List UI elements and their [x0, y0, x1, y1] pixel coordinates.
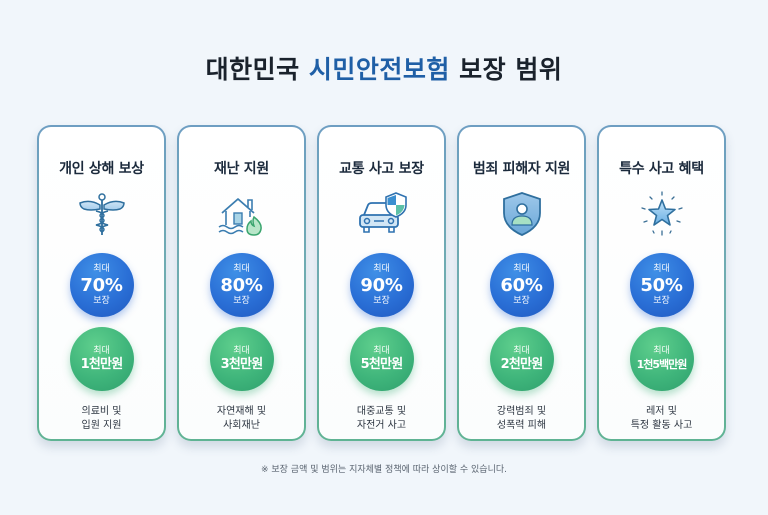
card-description: 강력범죄 및 성폭력 피해 — [496, 406, 547, 431]
title-prefix: 대한민국 — [205, 55, 309, 84]
rate-label-bottom: 보장 — [233, 295, 250, 306]
car-shield-icon — [354, 191, 410, 237]
card-description: 대중교통 및 자전거 사고 — [356, 406, 407, 431]
rate-label-top: 최대 — [373, 263, 390, 274]
amount-label: 최대 — [233, 345, 250, 356]
amount-value: 1천5백만원 — [636, 357, 688, 371]
card-title: 교통 사고 보장 — [339, 161, 424, 177]
amount-value: 3천만원 — [220, 356, 264, 372]
caduceus-icon — [74, 191, 130, 237]
coverage-amount-badge: 최대 2천만원 — [489, 327, 554, 391]
rate-label-bottom: 보장 — [93, 295, 110, 306]
card-title: 재난 지원 — [214, 161, 269, 177]
rate-value: 60% — [500, 274, 543, 296]
rate-label-bottom: 보장 — [373, 295, 390, 306]
rate-label-top: 최대 — [653, 263, 670, 274]
amount-value: 5천만원 — [360, 356, 404, 372]
amount-label: 최대 — [513, 345, 530, 356]
sparkle-star-icon — [634, 191, 690, 237]
rate-label-bottom: 보장 — [513, 295, 530, 306]
coverage-rate-badge: 최대 60% 보장 — [489, 253, 554, 317]
coverage-amount-badge: 최대 5천만원 — [349, 327, 414, 391]
card-description: 의료비 및 입원 지원 — [81, 406, 122, 431]
amount-label: 최대 — [653, 345, 670, 356]
rate-label-top: 최대 — [233, 263, 250, 274]
amount-value: 1천만원 — [80, 356, 124, 372]
coverage-rate-badge: 최대 90% 보장 — [349, 253, 414, 317]
footnote: ※ 보장 금액 및 범위는 지자체별 정책에 따라 상이할 수 있습니다. — [260, 465, 507, 475]
coverage-rate-badge: 최대 70% 보장 — [69, 253, 134, 317]
title-highlight: 시민안전보험 — [308, 55, 450, 84]
rate-value: 90% — [360, 274, 403, 296]
card-special-accident: 특수 사고 혜택 — [597, 125, 726, 441]
amount-label: 최대 — [373, 345, 390, 356]
coverage-rate-badge: 최대 80% 보장 — [209, 253, 274, 317]
card-crime-victim: 범죄 피해자 지원 최대 60% 보장 최대 2천만원 강력범죄 및 성폭력 피… — [457, 125, 586, 441]
coverage-amount-badge: 최대 3천만원 — [209, 327, 274, 391]
coverage-amount-badge: 최대 1천만원 — [69, 327, 134, 391]
card-title: 개인 상해 보상 — [59, 161, 144, 177]
rate-value: 50% — [640, 274, 683, 296]
rate-value: 80% — [220, 274, 263, 296]
amount-value: 2천만원 — [500, 356, 544, 372]
rate-label-top: 최대 — [93, 263, 110, 274]
card-title: 특수 사고 혜택 — [619, 161, 704, 177]
card-description: 자연재해 및 사회재난 — [216, 406, 267, 431]
card-description: 레저 및 특정 활동 사고 — [630, 406, 693, 431]
user-shield-icon — [494, 191, 550, 237]
rate-value: 70% — [80, 274, 123, 296]
house-flood-fire-icon — [214, 191, 270, 237]
coverage-cards: 개인 상해 보상 최대 70% 보장 최대 1천만원 — [37, 125, 726, 441]
card-personal-injury: 개인 상해 보상 최대 70% 보장 최대 1천만원 — [37, 125, 166, 441]
card-traffic-accident: 교통 사고 보장 최대 90% 보장 — [317, 125, 446, 441]
rate-label-bottom: 보장 — [653, 295, 670, 306]
title-suffix: 보장 범위 — [449, 55, 563, 84]
page-title: 대한민국 시민안전보험 보장 범위 — [0, 50, 768, 86]
coverage-rate-badge: 최대 50% 보장 — [629, 253, 694, 317]
amount-label: 최대 — [93, 345, 110, 356]
coverage-amount-badge: 최대 1천5백만원 — [629, 327, 694, 391]
card-title: 범죄 피해자 지원 — [472, 161, 571, 177]
card-disaster-support: 재난 지원 최대 80% 보장 최대 3천만원 — [177, 125, 306, 441]
rate-label-top: 최대 — [513, 263, 530, 274]
